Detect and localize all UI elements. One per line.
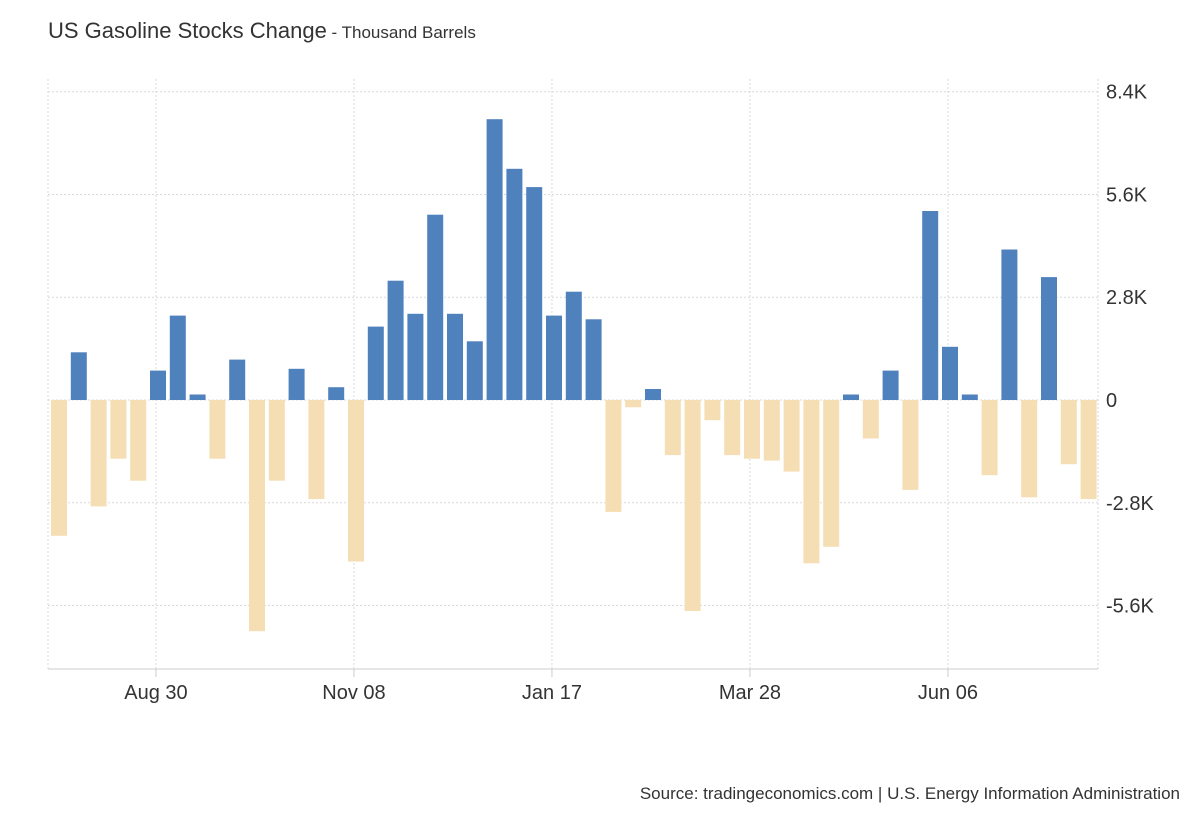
bar-negative[interactable] xyxy=(1060,400,1077,465)
y-tick-label: -2.8K xyxy=(1106,493,1154,515)
x-tick-label: Nov 08 xyxy=(322,682,385,704)
x-tick-label: Mar 28 xyxy=(719,682,781,704)
bar-positive[interactable] xyxy=(150,370,166,400)
bar-negative[interactable] xyxy=(862,400,879,439)
chart-title-row: US Gasoline Stocks Change - Thousand Bar… xyxy=(48,18,476,44)
bar-negative[interactable] xyxy=(1080,400,1097,500)
x-tick-label: Jan 17 xyxy=(522,682,582,704)
bar-negative[interactable] xyxy=(625,400,642,408)
bar-positive[interactable] xyxy=(447,313,463,400)
bar-negative[interactable] xyxy=(90,400,107,507)
bar-negative[interactable] xyxy=(308,400,325,500)
bar-positive[interactable] xyxy=(367,326,384,400)
bar-positive[interactable] xyxy=(407,313,424,400)
bar-negative[interactable] xyxy=(763,400,780,461)
bar-positive[interactable] xyxy=(1001,249,1018,401)
title-separator: - xyxy=(326,23,342,42)
bar-positive[interactable] xyxy=(387,280,404,400)
bar-negative[interactable] xyxy=(130,400,147,481)
bar-positive[interactable] xyxy=(922,211,939,400)
bar-positive[interactable] xyxy=(526,187,543,400)
bar-negative[interactable] xyxy=(823,400,840,547)
bar-positive[interactable] xyxy=(942,346,958,400)
bar-negative[interactable] xyxy=(249,400,265,632)
chart-subtitle: Thousand Barrels xyxy=(341,23,476,42)
bar-negative[interactable] xyxy=(51,400,67,536)
bar-negative[interactable] xyxy=(902,400,919,490)
y-tick-label: 0 xyxy=(1106,390,1117,412)
y-tick-label: 2.8K xyxy=(1106,287,1148,309)
y-axis-labels: 8.4K 5.6K 2.8K 0 -2.8K -5.6K xyxy=(1106,82,1154,618)
axis-layer xyxy=(48,668,1098,677)
bar-positive[interactable] xyxy=(546,315,562,400)
x-tick-label: Aug 30 xyxy=(124,682,187,704)
bar-positive[interactable] xyxy=(585,319,602,400)
bar-negative[interactable] xyxy=(684,400,701,611)
bar-negative[interactable] xyxy=(783,400,800,472)
bar-positive[interactable] xyxy=(1041,277,1057,400)
bar-negative[interactable] xyxy=(724,400,741,456)
source-credit: Source: tradingeconomics.com | U.S. Ener… xyxy=(639,784,1180,803)
bar-negative[interactable] xyxy=(348,400,364,562)
bar-positive[interactable] xyxy=(506,168,523,400)
bar-positive[interactable] xyxy=(486,119,503,400)
chart-title: US Gasoline Stocks Change xyxy=(48,18,327,43)
bar-positive[interactable] xyxy=(288,368,305,400)
bar-negative[interactable] xyxy=(1021,400,1038,498)
bar-negative[interactable] xyxy=(209,400,226,459)
bar-positive[interactable] xyxy=(882,370,899,400)
y-tick-label: 8.4K xyxy=(1106,82,1148,104)
x-axis-labels: Aug 30 Nov 08 Jan 17 Mar 28 Jun 06 xyxy=(124,682,978,704)
bar-negative[interactable] xyxy=(803,400,820,564)
bars-layer xyxy=(51,119,1097,632)
y-tick-label: -5.6K xyxy=(1106,596,1154,618)
bar-positive[interactable] xyxy=(229,359,246,400)
bar-positive[interactable] xyxy=(189,394,206,401)
bar-negative[interactable] xyxy=(664,400,681,456)
x-tick-label: Jun 06 xyxy=(918,682,978,704)
bar-positive[interactable] xyxy=(843,394,859,401)
bar-positive[interactable] xyxy=(328,387,345,400)
bar-negative[interactable] xyxy=(268,400,285,481)
bar-positive[interactable] xyxy=(645,389,661,400)
bar-positive[interactable] xyxy=(427,214,444,400)
bar-negative[interactable] xyxy=(605,400,622,512)
bar-positive[interactable] xyxy=(70,352,87,400)
bar-positive[interactable] xyxy=(565,291,582,400)
bar-negative[interactable] xyxy=(981,400,998,476)
bar-positive[interactable] xyxy=(169,315,186,400)
bar-negative[interactable] xyxy=(110,400,127,459)
y-tick-label: 5.6K xyxy=(1106,184,1148,206)
bar-negative[interactable] xyxy=(744,400,760,459)
bar-positive[interactable] xyxy=(466,341,483,400)
bar-positive[interactable] xyxy=(961,394,978,401)
bar-negative[interactable] xyxy=(704,400,721,421)
